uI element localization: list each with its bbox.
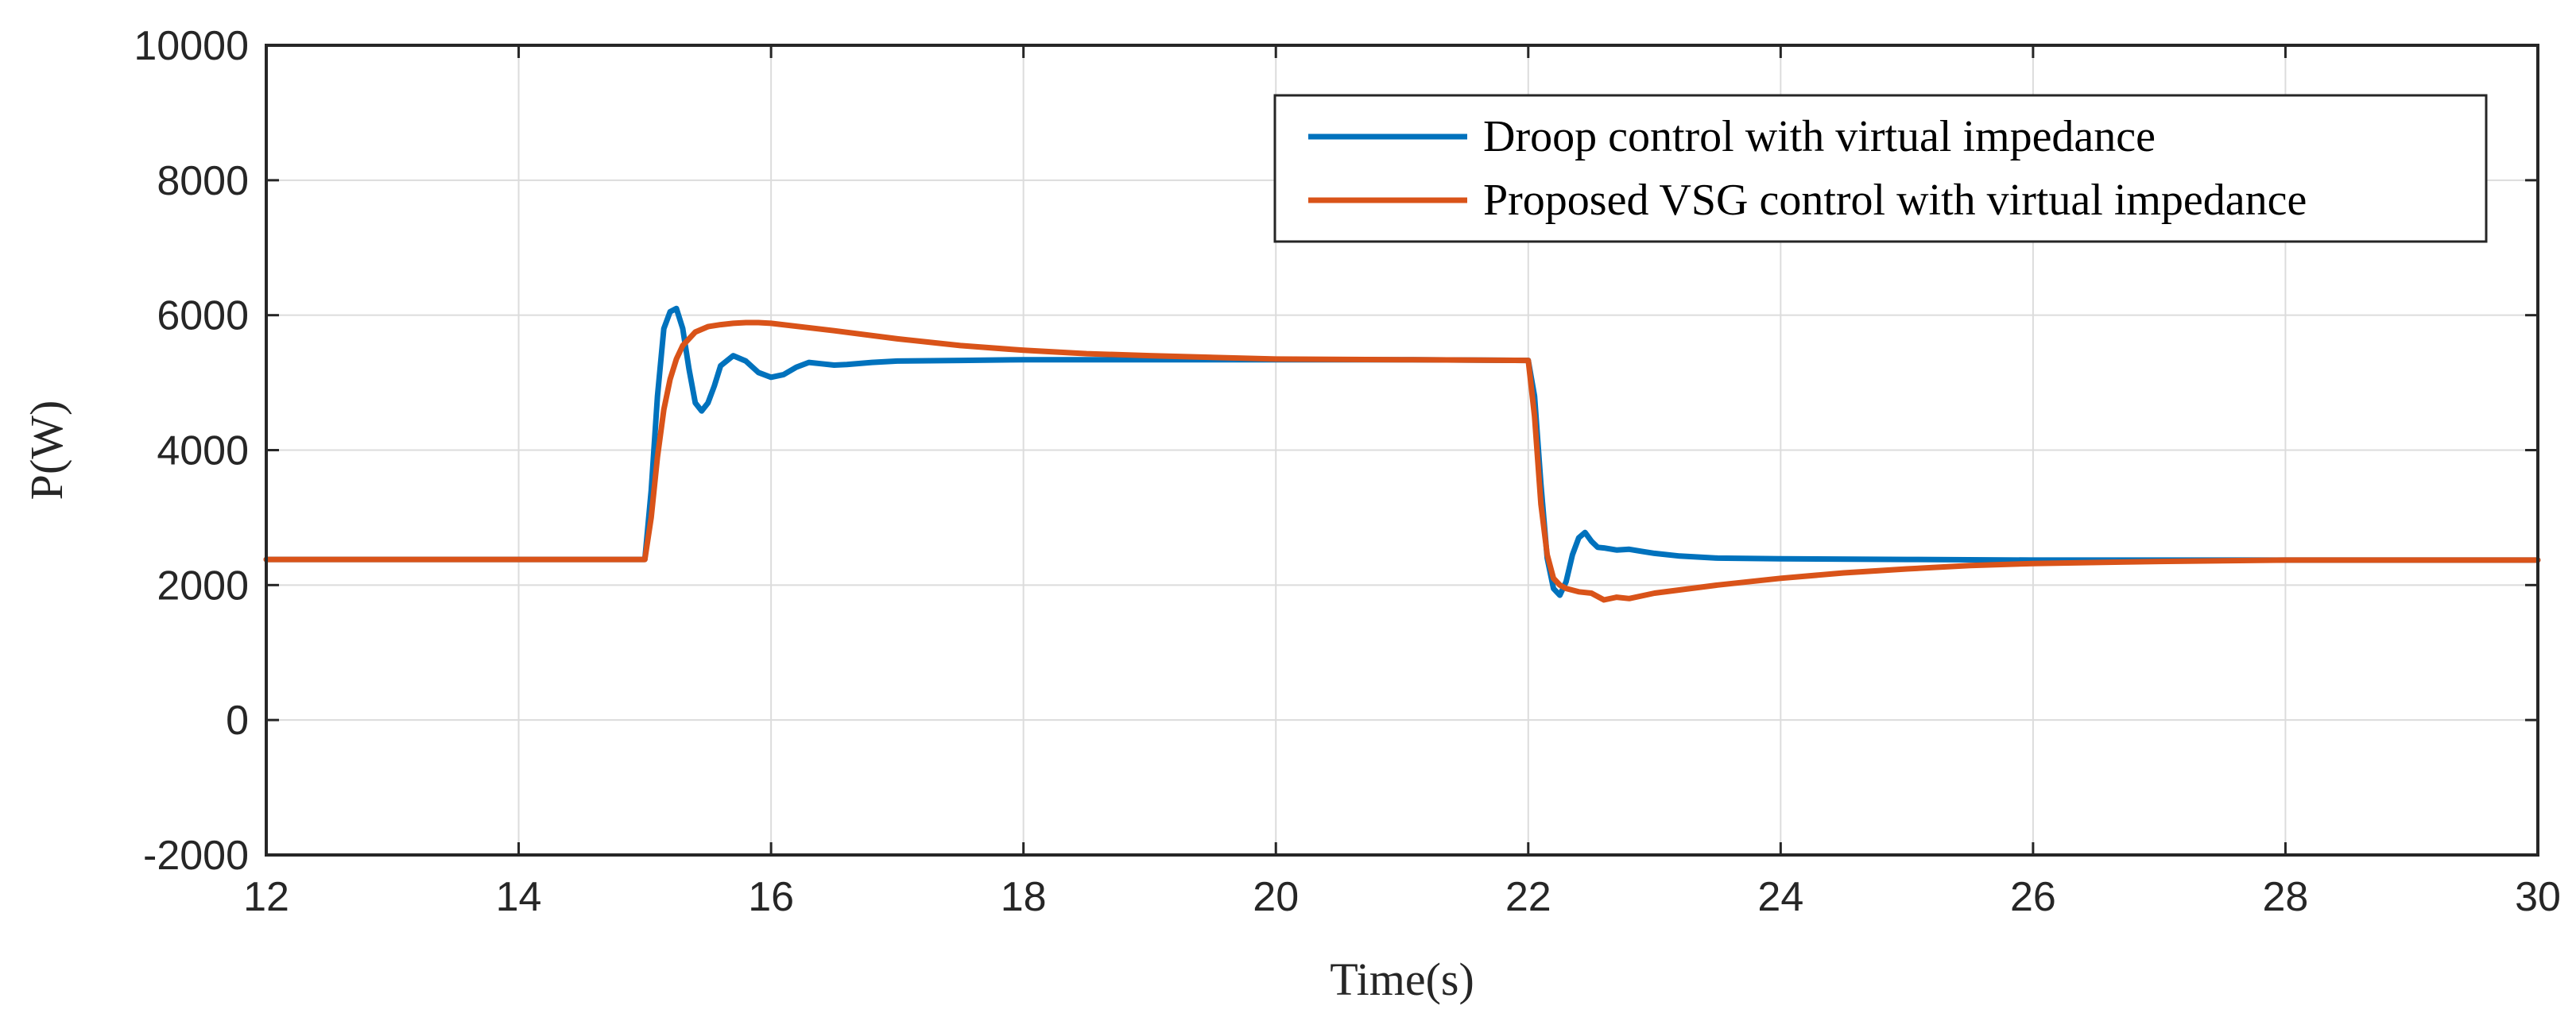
legend-box xyxy=(1273,94,2488,243)
series-line-droop xyxy=(263,305,2541,598)
x-tick-label: 30 xyxy=(2515,874,2561,920)
y-tick-label: 10000 xyxy=(134,23,249,69)
x-tick-label: 24 xyxy=(1757,874,1803,920)
series-line-vsg xyxy=(263,319,2541,603)
y-tick-label: 2000 xyxy=(157,563,249,609)
y-tick-label: 8000 xyxy=(157,158,249,204)
x-axis-title: Time(s) xyxy=(1330,953,1474,1005)
y-tick-label: -2000 xyxy=(143,833,249,879)
y-axis-title: P(W) xyxy=(21,400,72,501)
series-layer xyxy=(263,305,2541,603)
y-tick-label: 4000 xyxy=(157,428,249,474)
x-tick-label: 14 xyxy=(496,874,542,920)
legend-label-vsg: Proposed VSG control with virtual impeda… xyxy=(1483,176,2307,225)
legend: Droop control with virtual impedance Pro… xyxy=(1273,94,2488,243)
y-tick-label: 6000 xyxy=(157,293,249,339)
x-tick-label: 20 xyxy=(1253,874,1299,920)
x-tick-label: 22 xyxy=(1505,874,1551,920)
x-tick-label: 18 xyxy=(1001,874,1047,920)
x-tick-label: 12 xyxy=(243,874,289,920)
x-tick-label: 26 xyxy=(2010,874,2056,920)
y-tick-label: 0 xyxy=(226,698,249,744)
x-tick-labels: 12 14 16 18 20 22 24 26 28 30 xyxy=(243,874,2561,920)
y-tick-labels: -2000 0 2000 4000 6000 8000 10000 xyxy=(134,23,249,879)
axis-ticks xyxy=(265,44,2539,857)
x-tick-label: 28 xyxy=(2263,874,2309,920)
legend-label-droop: Droop control with virtual impedance xyxy=(1483,112,2156,161)
x-tick-label: 16 xyxy=(748,874,794,920)
